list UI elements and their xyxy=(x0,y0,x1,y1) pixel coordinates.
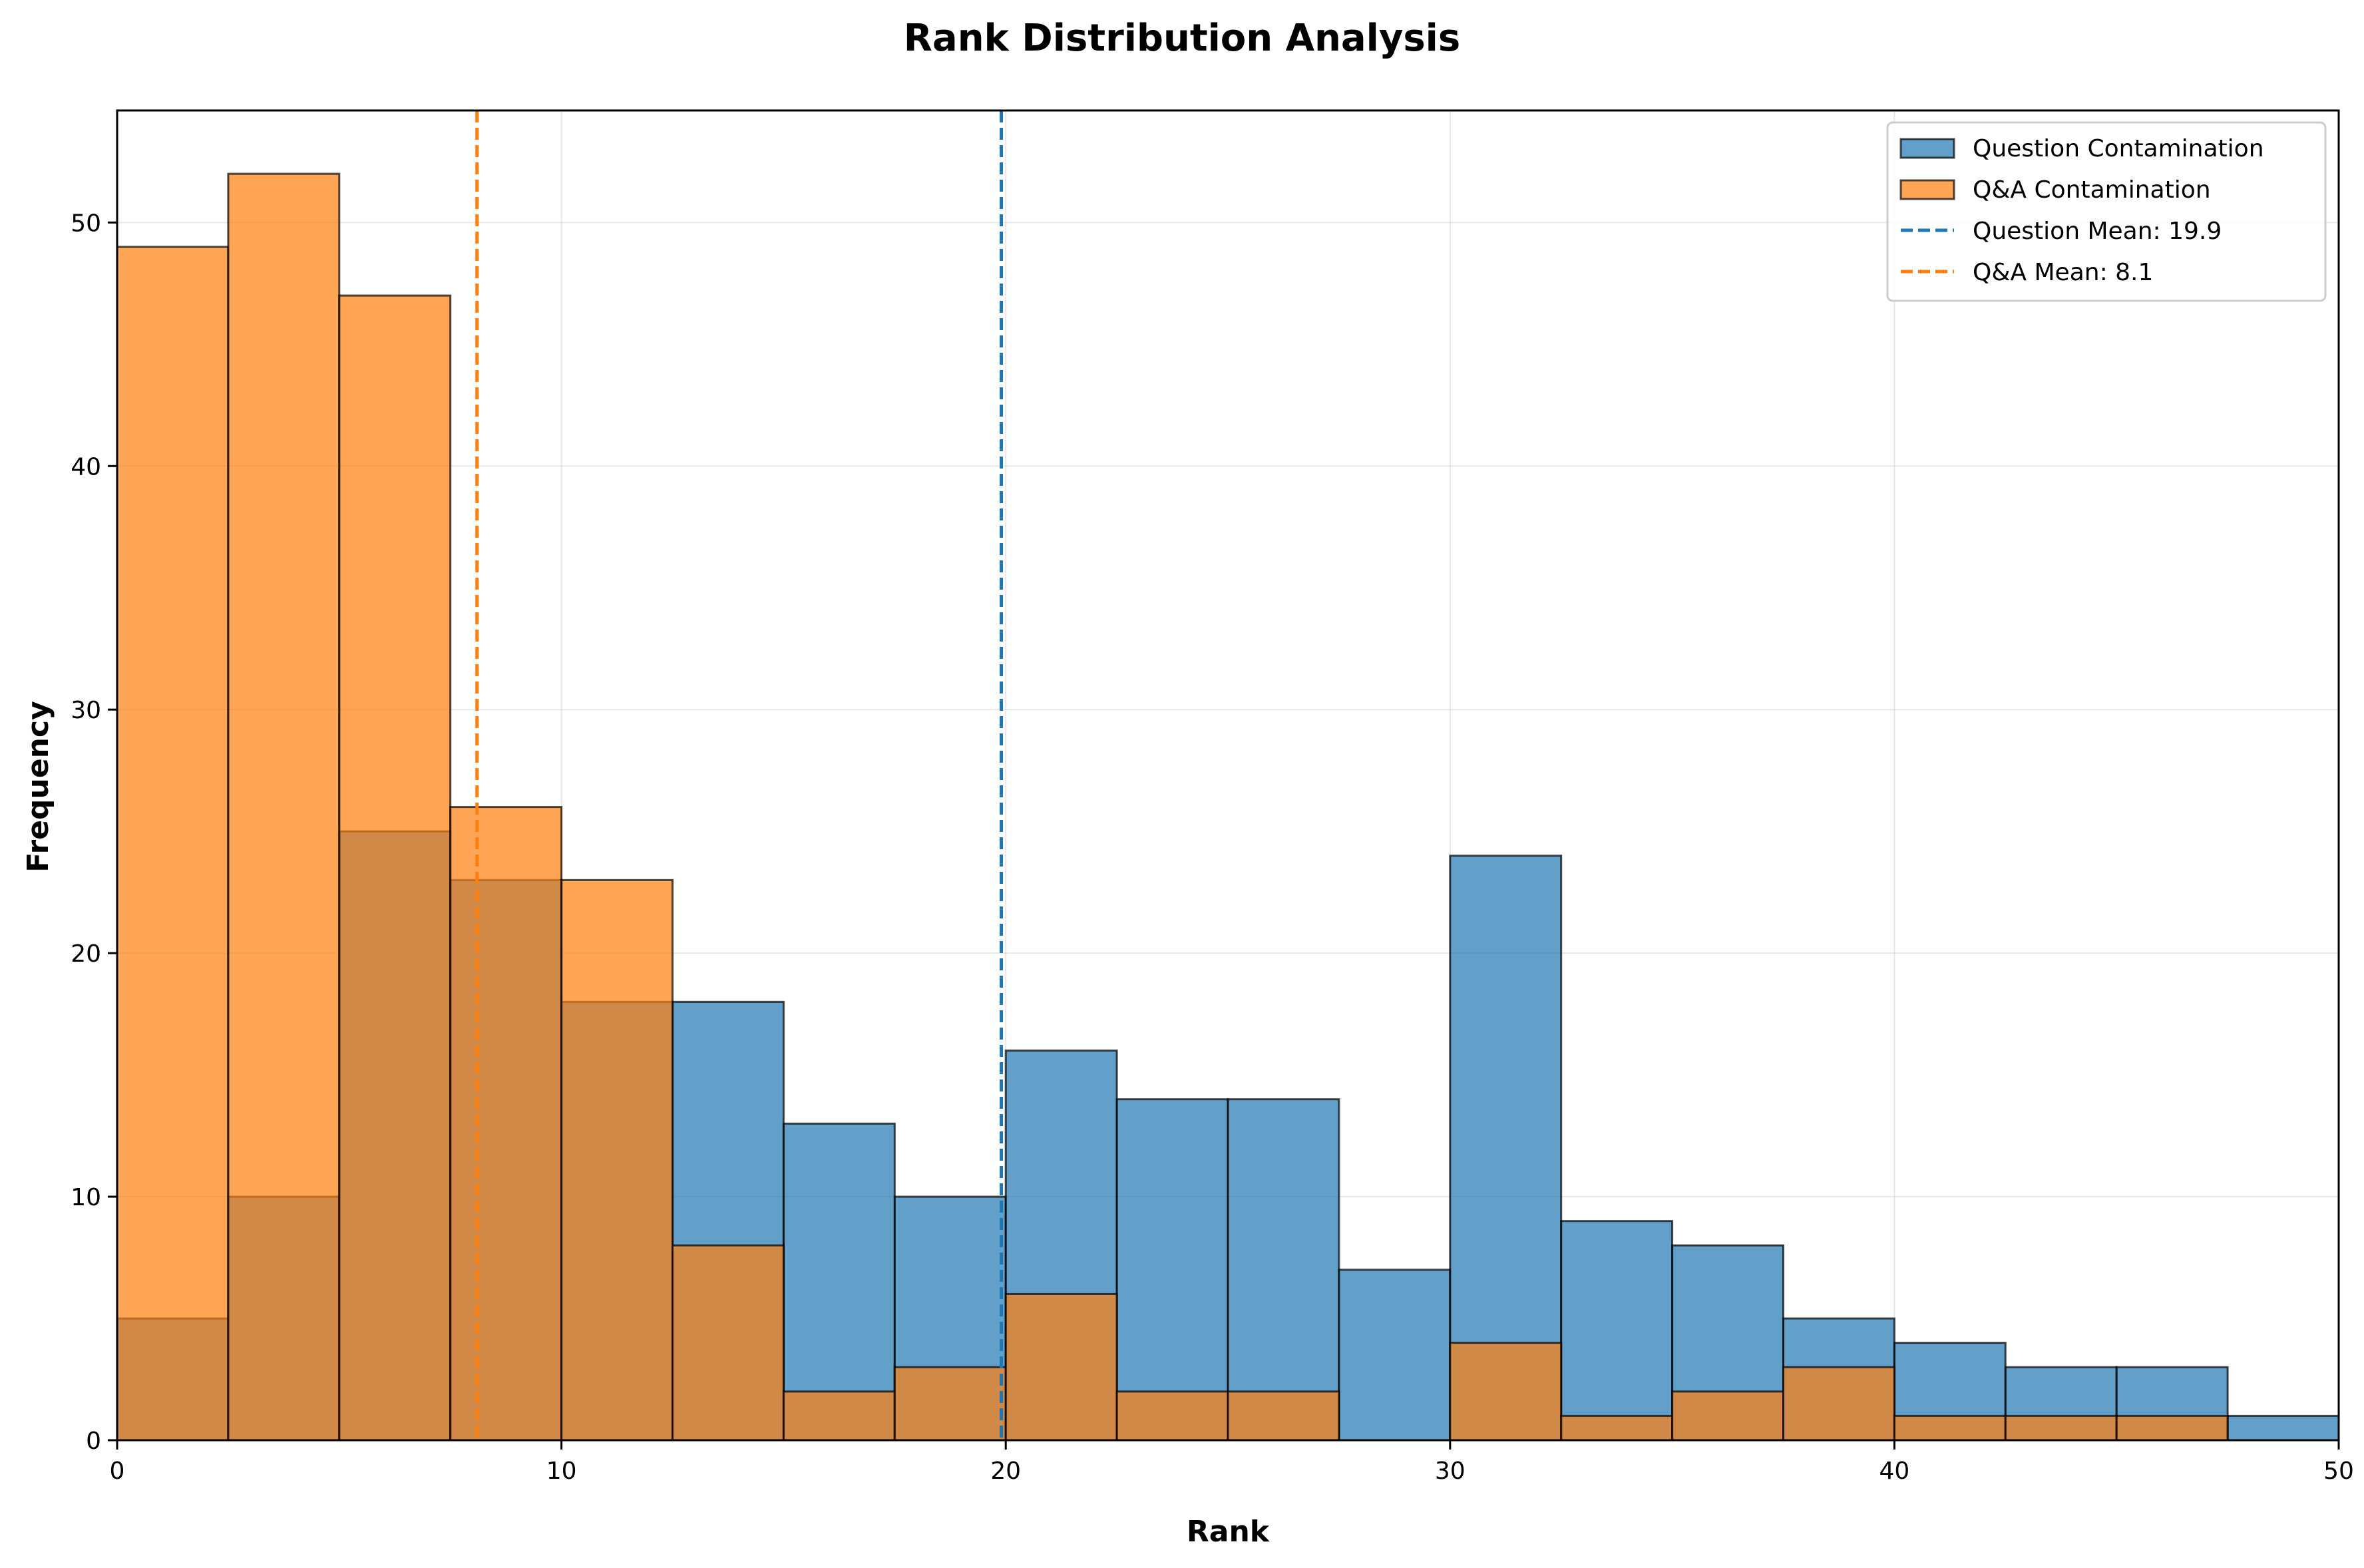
y-tick-label: 40 xyxy=(71,453,101,481)
y-tick-label: 50 xyxy=(71,210,101,237)
y-axis-ticks: 0 10 20 30 40 50 xyxy=(71,210,117,1455)
question-bar xyxy=(1560,1220,1674,1442)
x-tick-label: 0 xyxy=(110,1458,125,1485)
question-bar xyxy=(782,1122,896,1442)
qa-bar xyxy=(1115,1390,1229,1442)
x-axis-label: Rank xyxy=(1187,1515,1271,1549)
qa-bar xyxy=(227,172,341,1442)
qa-bar xyxy=(1782,1366,1895,1442)
qa-bar xyxy=(1893,1414,2007,1442)
y-tick-label: 10 xyxy=(71,1184,101,1211)
x-tick-label: 30 xyxy=(1435,1458,1466,1485)
qa-bar xyxy=(449,806,563,1442)
legend-item-qa-label: Q&A Contamination xyxy=(1973,176,2211,204)
plot-frame xyxy=(116,109,2340,1442)
legend-item-qa-mean-label: Q&A Mean: 8.1 xyxy=(1973,259,2153,286)
qa-bar xyxy=(1560,1414,1674,1442)
qa-bar xyxy=(2004,1414,2118,1442)
qa-bar xyxy=(2115,1414,2229,1442)
qa-bar xyxy=(782,1390,896,1442)
qa-bar xyxy=(116,246,230,1442)
question-bar xyxy=(1338,1269,1452,1442)
legend-item-question-mean-label: Question Mean: 19.9 xyxy=(1973,218,2222,245)
legend: Question Contamination Q&A Contamination Q… xyxy=(1886,121,2327,302)
legend-item-qa-swatch xyxy=(1899,179,1955,200)
legend-box xyxy=(1886,121,2327,302)
qa-bar xyxy=(1449,1342,1563,1442)
y-tick-label: 0 xyxy=(86,1428,101,1455)
question-bar xyxy=(2226,1414,2340,1442)
legend-item-question-swatch xyxy=(1899,138,1955,159)
legend-item-question-label: Question Contamination xyxy=(1973,135,2264,162)
x-tick-label: 40 xyxy=(1879,1458,1909,1485)
x-axis-ticks: 0 10 20 30 40 50 xyxy=(110,1440,2354,1485)
y-tick-label: 20 xyxy=(71,940,101,968)
chart-title: Rank Distribution Analysis xyxy=(904,17,1460,60)
mean-lines xyxy=(475,110,1004,1440)
y-tick-label: 30 xyxy=(71,697,101,724)
qa-bar xyxy=(1004,1292,1118,1442)
qa-bar xyxy=(560,879,674,1442)
x-tick-label: 50 xyxy=(2323,1458,2354,1485)
qa-bar xyxy=(1671,1390,1785,1442)
qa-bar xyxy=(338,294,452,1442)
qa-bar xyxy=(672,1244,785,1442)
x-tick-label: 10 xyxy=(546,1458,577,1485)
qa-bar xyxy=(893,1366,1007,1442)
x-tick-label: 20 xyxy=(990,1458,1021,1485)
qa-bar xyxy=(1227,1390,1340,1442)
question-bar xyxy=(1115,1098,1229,1442)
y-axis-label: Frequency xyxy=(21,701,55,873)
qa-bars xyxy=(116,172,2229,1442)
question-bar xyxy=(1227,1098,1340,1442)
